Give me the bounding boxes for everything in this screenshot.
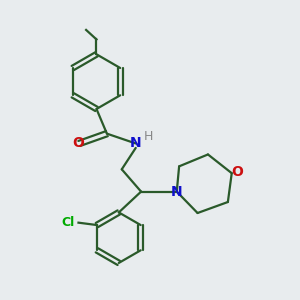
Text: O: O	[231, 165, 243, 179]
Text: H: H	[143, 130, 153, 143]
Text: Cl: Cl	[62, 216, 75, 229]
Text: N: N	[171, 185, 183, 199]
Text: N: N	[130, 136, 142, 150]
Text: O: O	[72, 136, 84, 151]
